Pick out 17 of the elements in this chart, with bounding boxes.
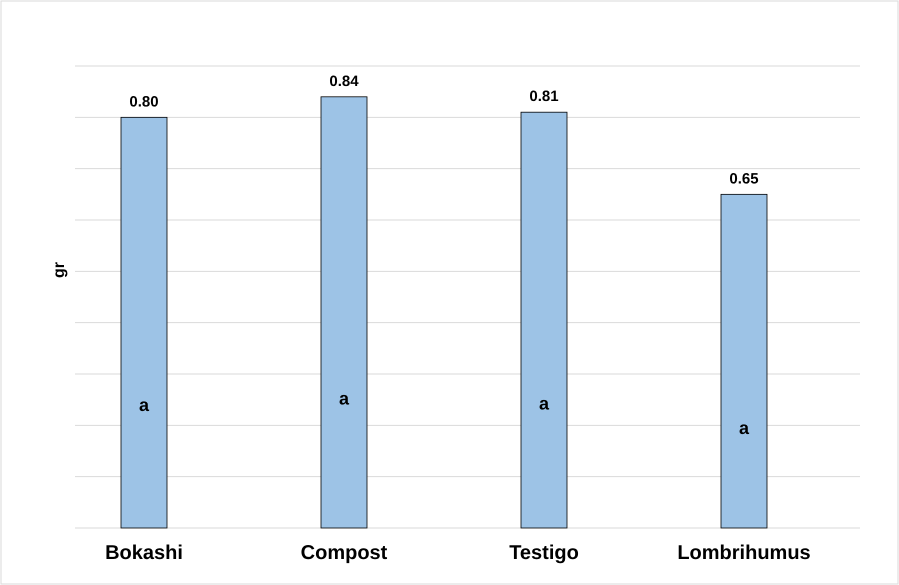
y-axis-title: gr	[51, 262, 68, 278]
bar	[320, 96, 368, 528]
data-label: 0.65	[729, 170, 759, 188]
bar	[520, 112, 568, 528]
x-tick-label: Testigo	[509, 542, 579, 564]
x-tick-label: Compost	[300, 542, 388, 564]
x-tick-label: Bokashi	[105, 542, 183, 564]
annotation: a	[538, 393, 550, 414]
data-label: 0.84	[329, 72, 360, 90]
annotation: a	[338, 388, 350, 409]
data-label: 0.81	[529, 88, 559, 106]
annotation: a	[138, 394, 150, 415]
bar	[720, 194, 768, 528]
annotation: a	[738, 418, 750, 438]
data-label: 0.80	[129, 93, 159, 110]
bar	[120, 116, 168, 528]
x-tick-label: Lombrihumus	[677, 542, 811, 564]
